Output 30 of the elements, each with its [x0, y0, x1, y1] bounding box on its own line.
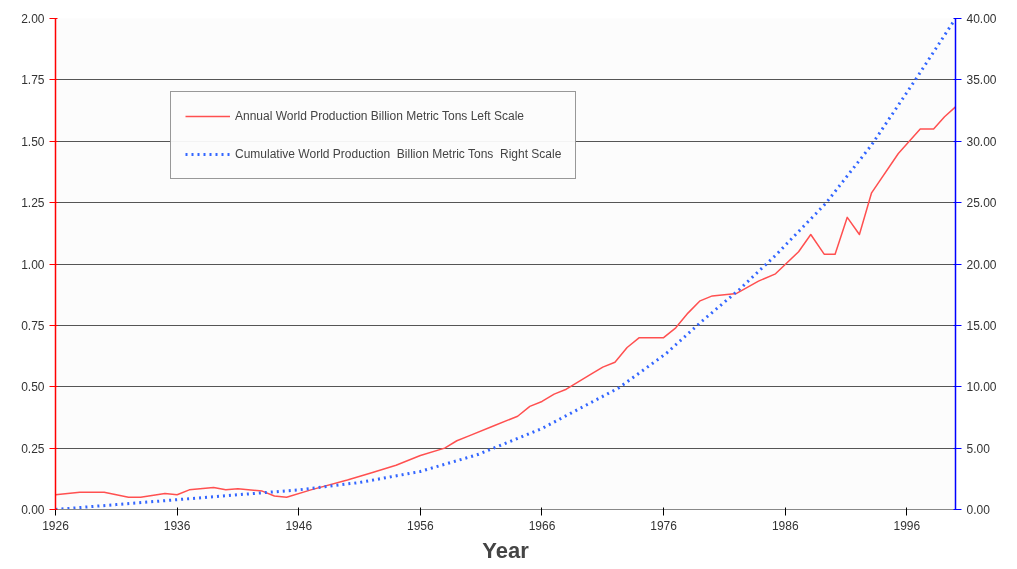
- legend-label: Annual World Production Billion Metric Tons Left Scale: [235, 109, 525, 123]
- y-tick-label: 0.00: [21, 503, 45, 517]
- y-tick-label: 1.75: [21, 73, 45, 88]
- x-tick-label: 1996: [893, 518, 921, 533]
- x-tick-label: 1946: [285, 518, 313, 533]
- legend-label: Cumulative World Production Billion Metric Tons Right Scale: [235, 147, 562, 161]
- y-tick-label: 0.50: [21, 380, 45, 395]
- x-axis-title: Year: [482, 537, 530, 563]
- y-tick-label: 0.75: [21, 318, 45, 333]
- y2-tick-label: 40.00: [966, 12, 997, 26]
- x-tick-label: 1926: [42, 518, 70, 533]
- y-tick-label: 1.50: [21, 134, 45, 149]
- line-series: [55, 106, 956, 498]
- x-tick-label: 1936: [163, 518, 191, 533]
- y-tick-label: 0.25: [21, 441, 45, 456]
- x-tick-label: 1966: [528, 518, 556, 533]
- x-tick-label: 1956: [407, 518, 435, 533]
- x-tick-label: 1976: [650, 518, 678, 533]
- y-tick-label: 2.00: [21, 12, 45, 26]
- y2-tick-label: 20.00: [966, 257, 997, 272]
- y2-tick-label: 0.00: [966, 503, 991, 517]
- y2-tick-label: 5.00: [966, 441, 991, 456]
- y2-tick-label: 10.00: [966, 380, 997, 395]
- y-tick-label: 1.00: [21, 257, 45, 272]
- y2-tick-label: 30.00: [966, 134, 997, 149]
- y2-tick-label: 15.00: [966, 318, 997, 333]
- y-tick-label: 1.25: [21, 196, 45, 211]
- y2-tick-label: 25.00: [966, 196, 997, 211]
- y2-tick-label: 35.00: [966, 73, 997, 88]
- x-tick-label: 1986: [771, 518, 799, 533]
